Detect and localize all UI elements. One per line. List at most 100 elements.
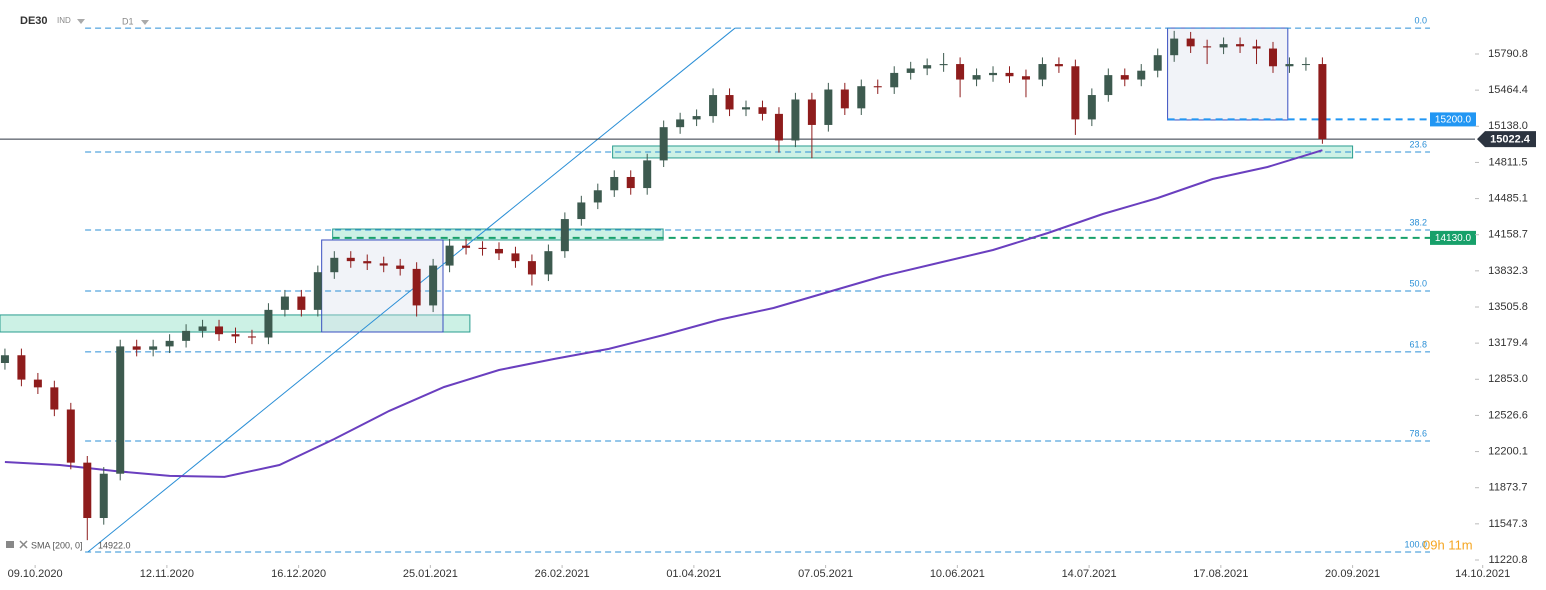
fib-label: 78.6 bbox=[1409, 428, 1427, 438]
candle-body bbox=[659, 127, 668, 161]
candle-body bbox=[445, 245, 454, 266]
candle-body bbox=[478, 247, 487, 249]
candle-body bbox=[972, 75, 981, 80]
candle-body bbox=[198, 326, 207, 331]
candle-body bbox=[1071, 66, 1080, 120]
candle-body bbox=[116, 346, 125, 474]
candle-body bbox=[643, 160, 652, 189]
x-tick-label: 10.06.2021 bbox=[930, 568, 985, 580]
candle-body bbox=[725, 95, 734, 110]
fib-label: 38.2 bbox=[1409, 217, 1427, 227]
candle-body bbox=[132, 346, 141, 350]
level-label: 14130.0 bbox=[1435, 233, 1472, 244]
current-price-tag bbox=[1477, 131, 1536, 148]
sma-value: 14922.0 bbox=[98, 540, 131, 550]
y-tick-label: 11220.8 bbox=[1489, 554, 1528, 566]
x-tick-label: 16.12.2020 bbox=[271, 568, 326, 580]
candle-body bbox=[1301, 64, 1310, 66]
candle-body bbox=[50, 387, 59, 410]
candle-body bbox=[99, 473, 108, 519]
candle-body bbox=[313, 272, 322, 310]
candle-body bbox=[989, 72, 998, 76]
candle-body bbox=[1021, 76, 1030, 80]
candle-body bbox=[626, 176, 635, 189]
candle-body bbox=[791, 99, 800, 141]
candle-body bbox=[560, 219, 569, 252]
y-tick-label: 11547.3 bbox=[1489, 518, 1528, 530]
fib-label: 100.0 bbox=[1404, 539, 1427, 549]
candle-body bbox=[807, 99, 816, 125]
candle-body bbox=[774, 113, 783, 141]
level-tag bbox=[1430, 230, 1476, 245]
y-tick-label: 13832.3 bbox=[1488, 265, 1528, 277]
candle-body bbox=[494, 248, 503, 254]
candle-body bbox=[396, 265, 405, 269]
interval[interactable]: D1 bbox=[122, 16, 134, 26]
candle-body bbox=[182, 330, 191, 341]
candle-body bbox=[33, 379, 42, 388]
candle-body bbox=[873, 86, 882, 88]
candle-body bbox=[758, 107, 767, 114]
candle-body bbox=[511, 253, 520, 262]
fib-label: 0.0 bbox=[1414, 15, 1427, 25]
candle-body bbox=[610, 176, 619, 191]
candle-body bbox=[923, 65, 932, 69]
candle-body bbox=[231, 334, 240, 337]
y-tick-label: 12526.6 bbox=[1488, 409, 1528, 421]
zone bbox=[332, 228, 664, 241]
level-label: 15200.0 bbox=[1435, 115, 1472, 126]
candle-body bbox=[297, 296, 306, 310]
candle-body bbox=[1318, 64, 1327, 140]
candle-body bbox=[66, 409, 75, 463]
candle-body bbox=[1203, 46, 1212, 48]
candle-body bbox=[1054, 64, 1063, 67]
zone bbox=[0, 314, 471, 333]
box bbox=[1167, 27, 1289, 121]
candle-body bbox=[906, 68, 915, 73]
candle-body bbox=[17, 355, 26, 380]
candle-body bbox=[890, 72, 899, 88]
trend-line bbox=[87, 27, 736, 553]
x-tick-label: 14.07.2021 bbox=[1062, 568, 1117, 580]
sma-legend: SMA [200, 0] bbox=[31, 540, 83, 550]
candle-body bbox=[577, 202, 586, 220]
candle-body bbox=[1252, 46, 1261, 49]
candle-body bbox=[363, 261, 372, 264]
legend-close[interactable] bbox=[19, 540, 28, 549]
y-tick-label: 13505.8 bbox=[1488, 301, 1528, 313]
candle-body bbox=[1005, 72, 1014, 77]
candle-body bbox=[412, 268, 421, 306]
y-tick-label: 12200.1 bbox=[1488, 445, 1528, 457]
candle-body bbox=[1120, 75, 1129, 80]
symbol: DE30 bbox=[20, 15, 48, 27]
candle-body bbox=[462, 245, 471, 248]
candle-body bbox=[857, 86, 866, 109]
x-tick-label: 01.04.2021 bbox=[666, 568, 721, 580]
candle-body bbox=[1186, 38, 1195, 47]
candle-body bbox=[379, 263, 388, 266]
level-tag bbox=[1430, 112, 1476, 127]
y-tick-label: 13179.4 bbox=[1488, 337, 1528, 349]
fib-label: 23.6 bbox=[1409, 139, 1427, 149]
y-tick-label: 15138.0 bbox=[1488, 120, 1528, 132]
dropdown-arrow[interactable] bbox=[141, 20, 149, 25]
candle-body bbox=[527, 261, 536, 275]
candle-body bbox=[593, 190, 602, 203]
y-tick-label: 14811.5 bbox=[1489, 156, 1528, 168]
plot: 0.0 23.6 38.2 50.0 61.8 78.6 100.0 15200.0 14130… bbox=[0, 15, 1536, 580]
box bbox=[321, 239, 444, 333]
candle-body bbox=[939, 64, 948, 66]
x-tick-label: 09.10.2020 bbox=[8, 568, 63, 580]
candle-body bbox=[1236, 44, 1245, 47]
dropdown-arrow[interactable] bbox=[77, 19, 85, 24]
candle-body bbox=[692, 116, 701, 120]
x-tick-label: 07.05.2021 bbox=[798, 568, 853, 580]
legend-icon[interactable] bbox=[6, 541, 14, 548]
x-tick-label: 20.09.2021 bbox=[1325, 568, 1380, 580]
candle-body bbox=[165, 340, 174, 347]
candle-body bbox=[280, 296, 289, 310]
x-tick-label: 12.11.2020 bbox=[140, 568, 194, 580]
zone bbox=[612, 145, 1354, 159]
instrument-type[interactable]: IND bbox=[57, 16, 71, 25]
